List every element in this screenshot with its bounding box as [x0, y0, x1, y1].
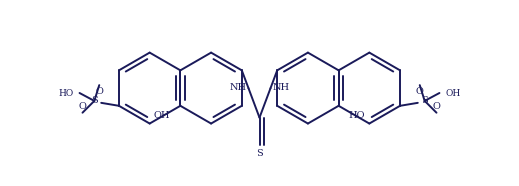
Text: O: O	[95, 87, 103, 96]
Text: S: S	[256, 149, 263, 158]
Text: O: O	[78, 102, 87, 111]
Text: NH: NH	[272, 83, 290, 92]
Text: O: O	[432, 102, 441, 111]
Text: S: S	[91, 96, 98, 105]
Text: HO: HO	[58, 89, 73, 97]
Text: S: S	[421, 96, 428, 105]
Text: HO: HO	[349, 111, 365, 120]
Text: OH: OH	[446, 89, 461, 97]
Text: NH: NH	[229, 83, 247, 92]
Text: OH: OH	[154, 111, 170, 120]
Text: O: O	[416, 87, 424, 96]
